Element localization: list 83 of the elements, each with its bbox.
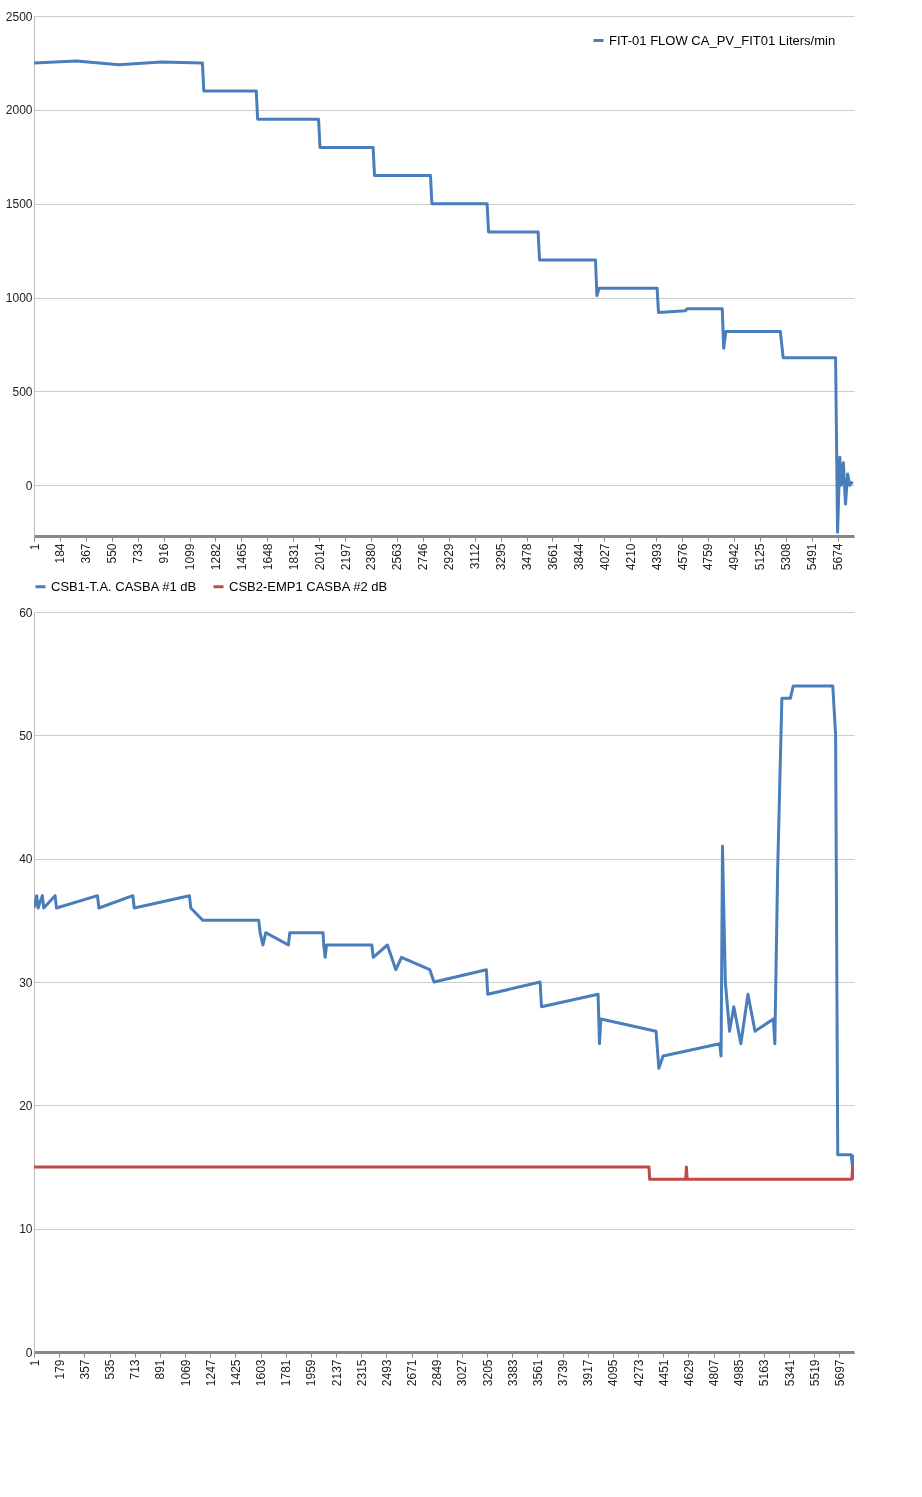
line-series [34, 59, 854, 534]
x-tick-label: 357 [77, 1359, 92, 1380]
x-tick-label: 5674 [831, 543, 846, 571]
x-tick-label: 4629 [681, 1359, 696, 1387]
x-tick-label: 5519 [807, 1359, 822, 1387]
x-tick-label: 550 [105, 543, 120, 564]
y-tick-label: 2500 [5, 9, 33, 24]
y-tick-label: 500 [12, 384, 33, 399]
x-tick-label: 184 [53, 543, 68, 564]
x-tick-label: 713 [128, 1359, 143, 1380]
x-tick-label: 1603 [254, 1359, 269, 1387]
legend-label: CSB1-T.A. CASBA #1 dB [51, 578, 197, 594]
x-tick-label: 4393 [649, 543, 664, 571]
x-tick-label: 4576 [675, 543, 690, 571]
y-tick-label: 1500 [5, 197, 33, 212]
y-tick-label: 20 [19, 1098, 33, 1113]
x-tick-label: 2380 [364, 543, 379, 571]
x-tick-label: 3661 [545, 543, 560, 571]
x-tick-label: 2929 [442, 543, 457, 571]
x-tick-label: 2849 [430, 1359, 445, 1387]
x-tick-label: 4027 [597, 543, 612, 571]
x-tick-label: 916 [157, 543, 172, 564]
y-tick-label: 1000 [5, 291, 33, 306]
x-tick-label: 1781 [279, 1359, 294, 1387]
x-tick-label: 3917 [581, 1359, 596, 1387]
x-tick-label: 4210 [623, 543, 638, 571]
x-tick-label: 5491 [805, 543, 820, 571]
x-tick-label: 3383 [505, 1359, 520, 1387]
x-tick-label: 3027 [455, 1359, 470, 1387]
x-tick-label: 4451 [656, 1359, 671, 1387]
x-tick-label: 4807 [707, 1359, 722, 1387]
x-tick-label: 5697 [832, 1359, 847, 1387]
x-tick-label: 1247 [203, 1359, 218, 1387]
y-tick-label: 10 [19, 1222, 33, 1237]
y-tick-label: 0 [25, 1345, 33, 1360]
x-tick-label: 1069 [178, 1359, 193, 1387]
x-tick-label: 179 [52, 1359, 67, 1380]
x-tick-label: 1099 [183, 543, 198, 571]
y-tick-label: 40 [19, 852, 33, 867]
legend-label: FIT-01 FLOW CA_PV_FIT01 Liters/min [609, 32, 836, 48]
x-tick-label: 1282 [208, 543, 223, 571]
x-tick-label: 3844 [571, 543, 586, 571]
x-tick-label: 367 [79, 543, 94, 564]
x-tick-label: 2137 [329, 1359, 344, 1387]
line-series [34, 684, 854, 1169]
x-tick-label: 2493 [379, 1359, 394, 1387]
x-tick-label: 5163 [757, 1359, 772, 1387]
x-tick-label: 2197 [338, 543, 353, 571]
x-tick-label: 4985 [732, 1359, 747, 1387]
x-tick-label: 4759 [701, 543, 716, 571]
x-tick-label: 2315 [354, 1359, 369, 1387]
x-tick-label: 2563 [390, 543, 405, 571]
y-tick-label: 30 [19, 975, 33, 990]
x-tick-label: 4942 [727, 543, 742, 571]
legend-label: CSB2-EMP1 CASBA #2 dB [229, 578, 388, 594]
x-tick-label: 5308 [779, 543, 794, 571]
x-tick-label: 3112 [468, 543, 483, 570]
x-tick-label: 1959 [304, 1359, 319, 1387]
x-tick-label: 4095 [606, 1359, 621, 1387]
x-tick-label: 1 [27, 1359, 42, 1367]
x-tick-label: 3739 [556, 1359, 571, 1387]
x-tick-label: 3561 [530, 1359, 545, 1387]
x-tick-label: 733 [131, 543, 146, 564]
x-tick-label: 2746 [416, 543, 431, 571]
x-tick-label: 3205 [480, 1359, 495, 1387]
x-tick-label: 891 [153, 1359, 168, 1380]
x-tick-label: 2671 [405, 1359, 420, 1387]
x-tick-label: 4273 [631, 1359, 646, 1387]
x-tick-label: 5341 [782, 1359, 797, 1387]
x-tick-label: 5125 [753, 543, 768, 571]
x-tick-label: 535 [103, 1359, 118, 1380]
x-tick-label: 3478 [520, 543, 535, 571]
x-tick-label: 3295 [494, 543, 509, 571]
x-tick-label: 1648 [260, 543, 275, 571]
y-tick-label: 50 [19, 728, 33, 743]
x-tick-label: 1831 [286, 543, 301, 571]
y-tick-label: 2000 [5, 103, 33, 118]
x-tick-label: 1465 [234, 543, 249, 571]
y-tick-label: 0 [25, 478, 33, 493]
y-tick-label: 60 [19, 605, 33, 620]
x-tick-label: 1425 [228, 1359, 243, 1387]
x-tick-label: 1 [27, 543, 42, 551]
x-tick-label: 2014 [312, 543, 327, 571]
